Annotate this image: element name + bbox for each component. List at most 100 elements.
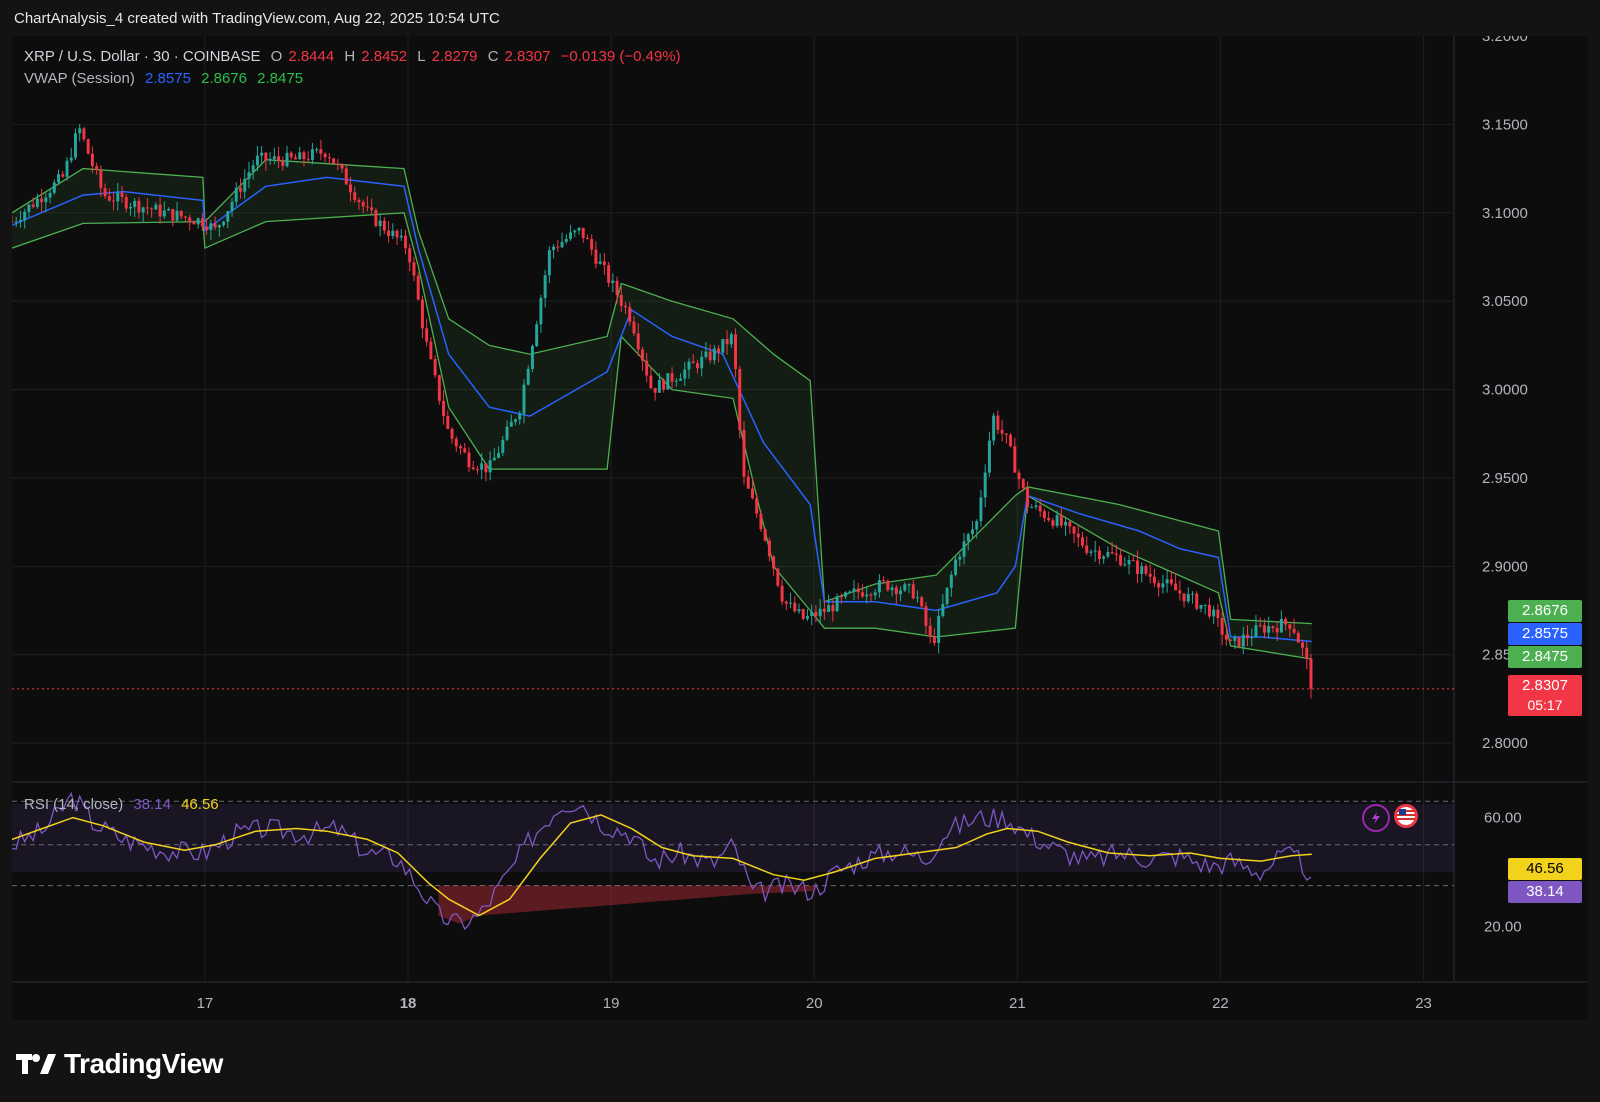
candle-body: [12, 221, 14, 223]
candle-body: [1131, 560, 1135, 562]
rsi-label[interactable]: RSI (14, close): [24, 796, 124, 813]
candle-body: [44, 197, 48, 203]
chart-panel[interactable]: 2.8000 2.8500 2.9000 2.9500 3.0000 3.0500 3.10…: [12, 36, 1588, 1020]
candle-body: [742, 429, 746, 477]
candle-body: [514, 419, 517, 422]
candle-body: [750, 488, 754, 499]
rsi-background-band: [12, 804, 1454, 872]
candle-body: [1279, 618, 1283, 633]
candle-body: [628, 307, 632, 322]
candle-body: [183, 216, 187, 218]
candle-body: [822, 608, 826, 612]
candle-body: [488, 460, 492, 473]
candle-body: [480, 463, 484, 470]
candle-body: [772, 556, 776, 569]
candle-body: [260, 152, 264, 156]
candle-body: [226, 211, 230, 222]
candle-body: [928, 625, 932, 637]
candle-body: [209, 223, 213, 231]
candle-body: [518, 413, 522, 420]
candle-body: [1241, 634, 1245, 647]
high-value: 2.8452: [361, 48, 408, 65]
candle-body: [649, 375, 653, 389]
candle-body: [793, 602, 797, 612]
candle-body: [577, 227, 581, 231]
rsi-tick-label: 20.00: [1484, 918, 1522, 935]
candle-body: [1288, 624, 1292, 629]
candle-body: [145, 207, 149, 209]
candle-body: [450, 428, 454, 439]
candle-body: [154, 204, 158, 210]
candle-body: [1246, 634, 1249, 639]
candle-body: [987, 440, 991, 473]
candle-body: [801, 609, 805, 619]
candle-body: [852, 588, 856, 592]
lightning-icon[interactable]: [1362, 804, 1390, 832]
candle-body: [835, 596, 839, 612]
candle-body: [1233, 637, 1237, 641]
candle-body: [27, 204, 31, 212]
candle-body: [873, 592, 877, 596]
candle-body: [1097, 550, 1101, 559]
low-value: 2.8279: [431, 48, 478, 65]
candle-body: [382, 220, 386, 231]
candle-body: [370, 207, 374, 211]
candle-body: [619, 295, 623, 306]
candle-body: [302, 152, 306, 160]
candle-body: [560, 241, 564, 248]
candle-body: [361, 202, 365, 207]
candle-body: [979, 497, 983, 522]
candle-body: [869, 594, 873, 596]
candle-body: [958, 556, 962, 560]
price-tick-label: 2.9500: [1482, 470, 1528, 487]
vwap-upper-price-tag: 2.8676: [1508, 600, 1582, 622]
candle-body: [420, 299, 424, 329]
candle-body: [848, 591, 852, 593]
rsi-zone: [12, 804, 1454, 872]
candle-body: [1068, 521, 1072, 527]
us-flag-icon[interactable]: [1394, 804, 1418, 828]
rsi-value: 38.14: [133, 796, 171, 813]
candle-body: [150, 208, 154, 210]
candle-body: [755, 498, 759, 514]
candle-body: [1026, 487, 1029, 508]
candle-body: [539, 297, 543, 325]
candle-body: [213, 223, 217, 228]
price-chart[interactable]: 2.80002.85002.90002.95003.00003.05003.10…: [12, 36, 1588, 1020]
candle-body: [1207, 604, 1211, 617]
price-tick-label: 3.0000: [1482, 382, 1528, 399]
tradingview-logo[interactable]: TradingView: [16, 1048, 223, 1080]
candle-body: [306, 159, 310, 161]
vwap-label[interactable]: VWAP (Session): [24, 70, 135, 87]
candle-body: [1030, 507, 1034, 509]
candle-body: [82, 128, 86, 140]
candle-body: [61, 174, 65, 177]
candle-body: [340, 164, 344, 169]
symbol-label[interactable]: XRP / U.S. Dollar · 30 · COINBASE: [24, 48, 261, 65]
candle-body: [1195, 593, 1199, 609]
candle-body: [1021, 479, 1025, 488]
candle-body: [319, 149, 323, 154]
candle-body: [704, 351, 708, 357]
candle-body: [1216, 609, 1220, 619]
low-label: L: [417, 48, 426, 65]
candle-body: [674, 380, 678, 382]
candle-body: [1152, 576, 1156, 584]
candle-body: [65, 160, 69, 177]
candle-body: [712, 348, 716, 361]
candle-body: [192, 222, 196, 225]
candle-body: [670, 373, 674, 382]
candle-body: [1042, 511, 1046, 519]
rsi-oversold-fill: [438, 885, 815, 924]
candle-body: [378, 220, 382, 226]
candle-body: [1059, 515, 1063, 526]
change-value: −0.0139 (−0.49%): [560, 48, 681, 65]
candle-body: [624, 305, 628, 308]
chart-attribution: ChartAnalysis_4 created with TradingView…: [14, 10, 500, 27]
time-tick-label: 23: [1415, 995, 1432, 1012]
candle-body: [90, 153, 94, 167]
candle-body: [323, 153, 327, 158]
candle-body: [738, 368, 742, 430]
candle-body: [805, 615, 809, 619]
candle-body: [721, 338, 725, 353]
